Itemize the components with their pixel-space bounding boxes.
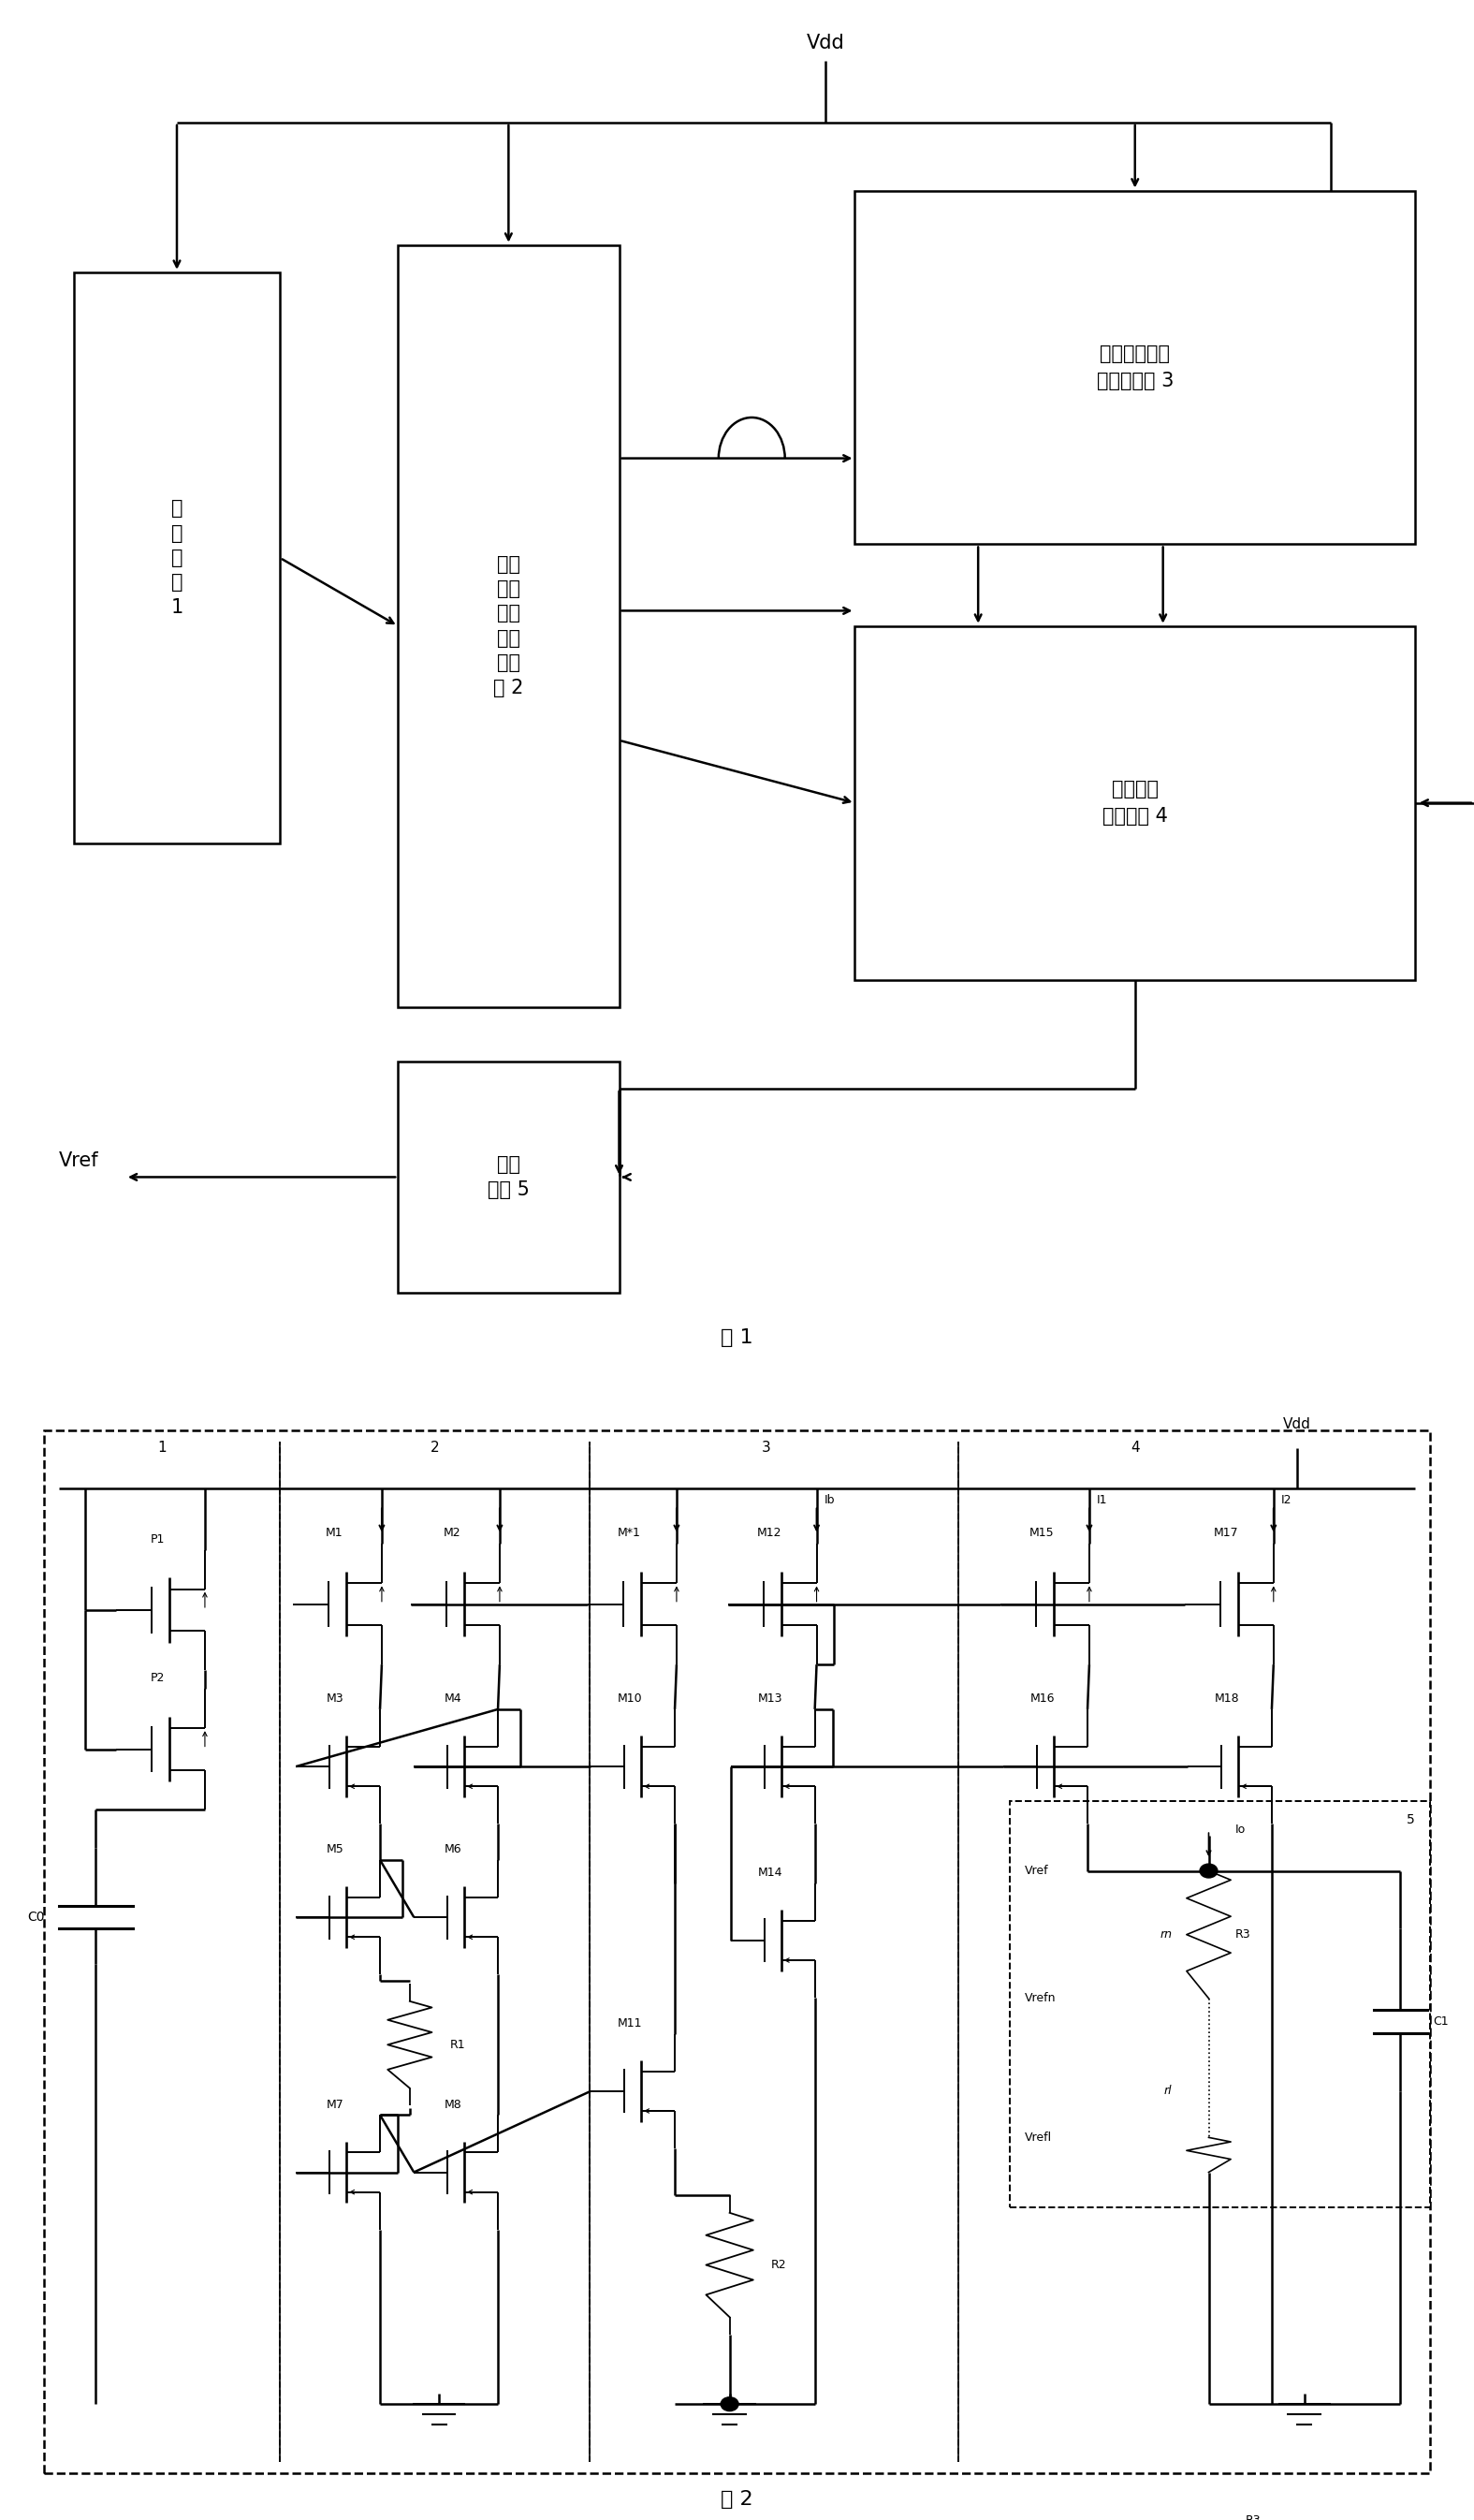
Text: M1: M1	[326, 1527, 343, 1540]
Text: M2: M2	[444, 1527, 461, 1540]
Text: Vrefl: Vrefl	[1024, 2132, 1051, 2145]
Text: M*1: M*1	[618, 1527, 641, 1540]
Text: M10: M10	[618, 1693, 643, 1706]
Text: R3: R3	[1246, 2515, 1262, 2520]
Text: R1: R1	[450, 2039, 466, 2051]
Text: M6: M6	[444, 1842, 461, 1855]
Text: M12: M12	[758, 1527, 781, 1540]
Text: M13: M13	[758, 1693, 783, 1706]
Text: rn: rn	[1160, 1928, 1172, 1940]
Text: 图 2: 图 2	[721, 2490, 753, 2507]
Text: 4: 4	[1131, 1441, 1139, 1454]
Text: 2: 2	[430, 1441, 439, 1454]
Text: Ib: Ib	[824, 1494, 834, 1507]
Text: rl: rl	[1164, 2084, 1172, 2097]
Text: M14: M14	[758, 1867, 783, 1880]
Text: R3: R3	[1235, 1928, 1251, 1940]
Text: M8: M8	[444, 2099, 461, 2112]
Text: M7: M7	[326, 2099, 343, 2112]
Text: Vdd: Vdd	[806, 35, 845, 53]
Bar	[855, 192, 1415, 544]
Text: M4: M4	[444, 1693, 461, 1706]
Text: Vref: Vref	[59, 1152, 99, 1169]
Text: M17: M17	[1215, 1527, 1238, 1540]
Text: 1: 1	[158, 1441, 167, 1454]
Bar	[398, 244, 619, 1008]
Text: 调节
模块 5: 调节 模块 5	[488, 1154, 529, 1200]
Text: 正流
温产
度生
系电
数路
电 2: 正流 温产 度生 系电 数路 电 2	[494, 554, 523, 698]
Text: M11: M11	[618, 2016, 643, 2029]
Text: M16: M16	[1030, 1693, 1055, 1706]
Text: P1: P1	[150, 1532, 165, 1545]
Bar	[855, 625, 1415, 980]
Text: Vrefn: Vrefn	[1024, 1993, 1055, 2003]
Circle shape	[1200, 1865, 1218, 1877]
Text: M5: M5	[326, 1842, 343, 1855]
Bar	[74, 272, 280, 844]
Text: I2: I2	[1281, 1494, 1291, 1507]
Text: R2: R2	[771, 2258, 787, 2271]
Text: 3: 3	[762, 1441, 771, 1454]
Circle shape	[721, 2397, 738, 2412]
Text: 5: 5	[1406, 1812, 1415, 1827]
Text: Io: Io	[1235, 1824, 1246, 1837]
Text: M18: M18	[1215, 1693, 1240, 1706]
Text: P2: P2	[150, 1673, 165, 1683]
Text: C0: C0	[27, 1910, 44, 1923]
Text: 图 1: 图 1	[721, 1328, 753, 1348]
Text: 基准电压
产生电路 4: 基准电压 产生电路 4	[1103, 779, 1167, 827]
Text: C1: C1	[1433, 2016, 1449, 2029]
Bar	[1010, 1802, 1430, 2208]
Text: 负温度系数电
流产生电路 3: 负温度系数电 流产生电路 3	[1097, 345, 1173, 391]
Text: Vref: Vref	[1024, 1865, 1048, 1877]
Text: M3: M3	[326, 1693, 343, 1706]
Bar	[398, 1061, 619, 1293]
Text: M15: M15	[1030, 1527, 1054, 1540]
Text: Vdd: Vdd	[1284, 1419, 1310, 1431]
Text: I1: I1	[1097, 1494, 1107, 1507]
Text: 启
动
电
路
1: 启 动 电 路 1	[171, 499, 183, 617]
